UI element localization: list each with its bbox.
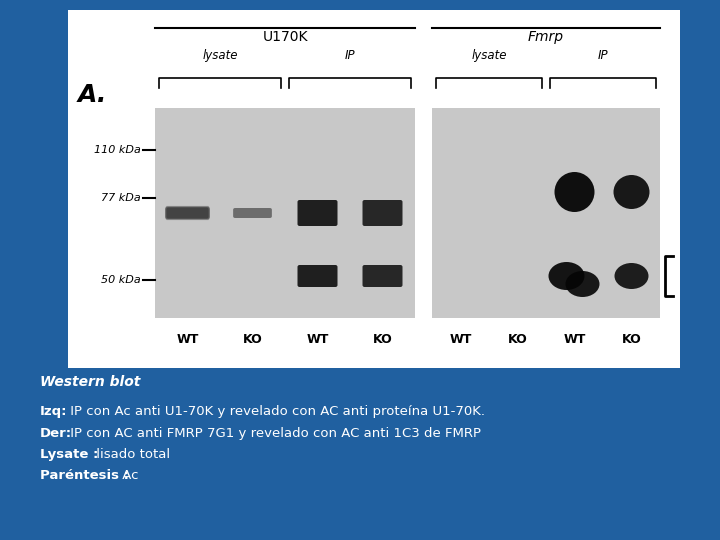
FancyBboxPatch shape: [362, 265, 402, 287]
Text: 50 kDa: 50 kDa: [102, 275, 141, 285]
FancyBboxPatch shape: [166, 206, 210, 220]
Text: IP con AC anti FMRP 7G1 y revelado con AC anti 1C3 de FMRP: IP con AC anti FMRP 7G1 y revelado con A…: [66, 427, 481, 440]
FancyBboxPatch shape: [166, 206, 210, 220]
Bar: [155, 108, 415, 318]
FancyBboxPatch shape: [233, 208, 271, 218]
FancyBboxPatch shape: [297, 265, 338, 287]
Text: WT: WT: [449, 333, 472, 346]
FancyBboxPatch shape: [166, 207, 210, 219]
Bar: [432, 108, 660, 318]
FancyBboxPatch shape: [166, 207, 210, 219]
Text: Ac: Ac: [118, 469, 138, 482]
Ellipse shape: [554, 172, 595, 212]
Text: KO: KO: [621, 333, 642, 346]
Text: 110 kDa: 110 kDa: [94, 145, 141, 155]
FancyBboxPatch shape: [166, 207, 210, 219]
FancyBboxPatch shape: [233, 208, 272, 218]
Text: KO: KO: [243, 333, 262, 346]
Text: A.: A.: [78, 83, 107, 107]
Text: WT: WT: [563, 333, 585, 346]
FancyBboxPatch shape: [233, 208, 272, 218]
Text: WT: WT: [176, 333, 199, 346]
Ellipse shape: [613, 175, 649, 209]
Text: lisado total: lisado total: [92, 448, 170, 461]
FancyBboxPatch shape: [166, 207, 209, 219]
FancyBboxPatch shape: [233, 208, 272, 218]
FancyBboxPatch shape: [297, 200, 338, 226]
FancyBboxPatch shape: [233, 208, 272, 218]
Text: KO: KO: [373, 333, 392, 346]
Text: Western blot: Western blot: [40, 375, 140, 389]
Text: Der:: Der:: [40, 427, 72, 440]
FancyBboxPatch shape: [166, 207, 210, 219]
Text: IP: IP: [345, 49, 355, 62]
Text: Paréntesis :: Paréntesis :: [40, 469, 129, 482]
Text: lysate: lysate: [472, 49, 507, 62]
Text: IP con Ac anti U1-70K y revelado con AC anti proteína U1-70K.: IP con Ac anti U1-70K y revelado con AC …: [66, 405, 485, 418]
Ellipse shape: [565, 271, 600, 297]
Text: WT: WT: [306, 333, 329, 346]
FancyBboxPatch shape: [166, 206, 210, 219]
Text: 77 kDa: 77 kDa: [102, 193, 141, 203]
Text: Izq:: Izq:: [40, 405, 68, 418]
Ellipse shape: [549, 262, 585, 290]
Text: U170K: U170K: [262, 30, 307, 44]
Text: Lysate :: Lysate :: [40, 448, 99, 461]
Text: lysate: lysate: [202, 49, 238, 62]
FancyBboxPatch shape: [166, 206, 210, 220]
Ellipse shape: [614, 263, 649, 289]
FancyBboxPatch shape: [362, 200, 402, 226]
Text: KO: KO: [508, 333, 527, 346]
Text: Fmrp: Fmrp: [528, 30, 564, 44]
Bar: [68, 10, 680, 368]
Text: IP: IP: [598, 49, 608, 62]
FancyBboxPatch shape: [233, 208, 272, 218]
